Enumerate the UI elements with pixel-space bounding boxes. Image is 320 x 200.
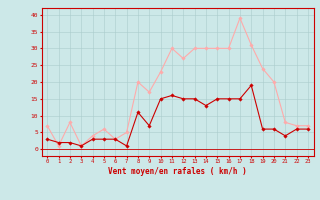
X-axis label: Vent moyen/en rafales ( km/h ): Vent moyen/en rafales ( km/h ): [108, 167, 247, 176]
